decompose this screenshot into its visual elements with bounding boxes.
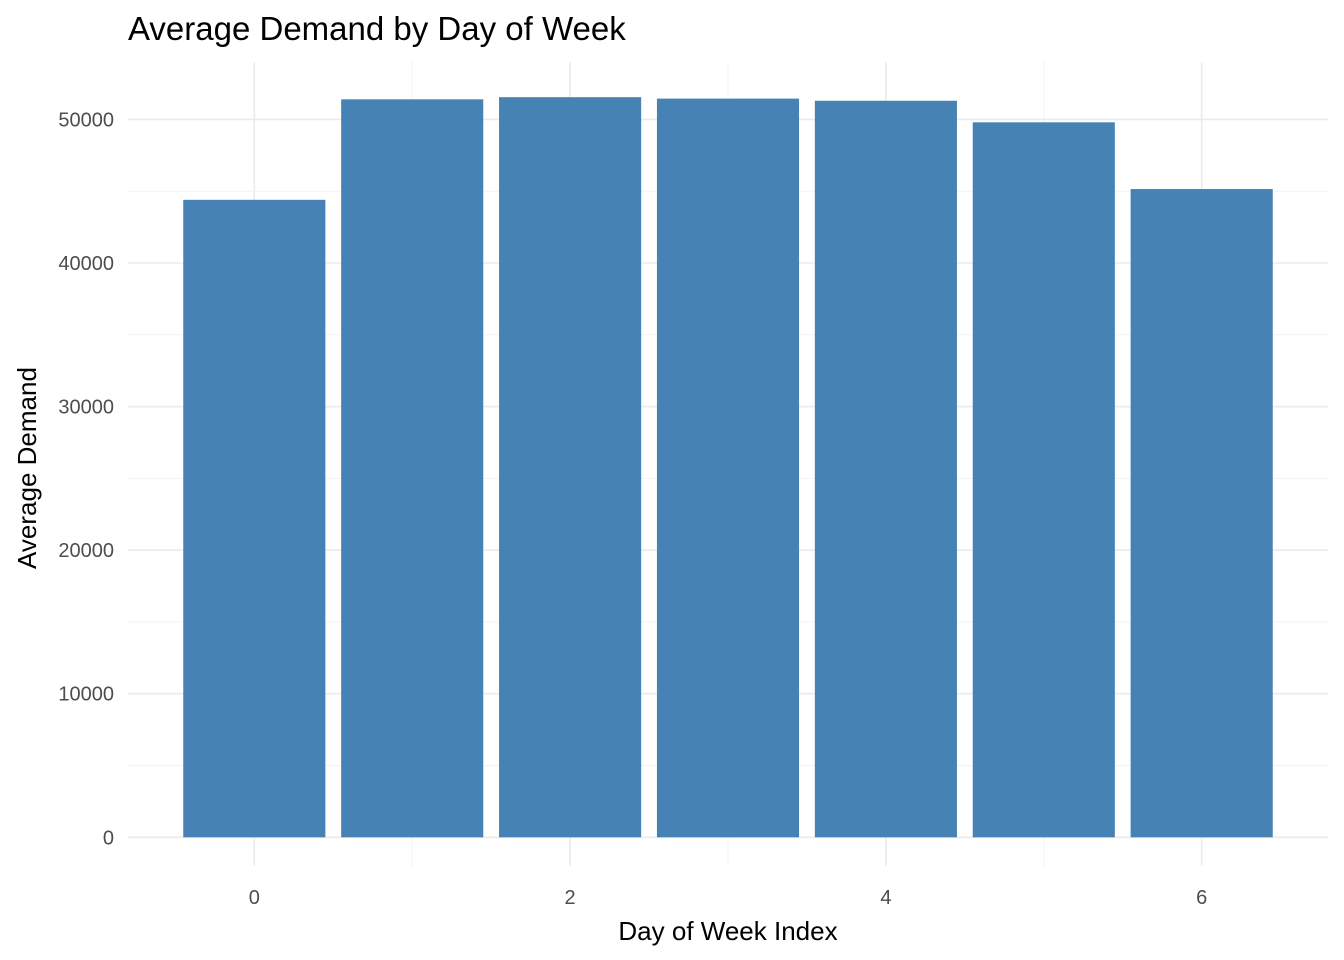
- bar-day-2: [499, 97, 642, 838]
- y-tick-label: 10000: [58, 684, 114, 706]
- chart-title: Average Demand by Day of Week: [128, 10, 626, 47]
- tick-labels: 0 2 4 6 0 10000 20000 30000 40000 50000: [58, 109, 1207, 909]
- y-tick-label: 20000: [58, 540, 114, 562]
- bar-day-6: [1130, 189, 1273, 838]
- bar-day-4: [814, 100, 957, 838]
- y-tick-label: 30000: [58, 397, 114, 419]
- bars: [183, 97, 1273, 838]
- x-tick-label: 2: [565, 887, 576, 909]
- x-tick-label: 0: [249, 887, 260, 909]
- y-axis-title: Average Demand: [12, 367, 42, 569]
- bar-day-3: [656, 98, 800, 838]
- bar-day-1: [341, 99, 484, 838]
- bar-day-0: [183, 199, 326, 838]
- x-axis-title: Day of Week Index: [618, 916, 837, 946]
- y-tick-label: 50000: [58, 109, 114, 131]
- y-tick-label: 40000: [58, 253, 114, 275]
- x-tick-label: 4: [880, 887, 891, 909]
- x-tick-label: 6: [1196, 887, 1207, 909]
- bar-day-5: [972, 122, 1115, 838]
- y-tick-label: 0: [103, 827, 114, 849]
